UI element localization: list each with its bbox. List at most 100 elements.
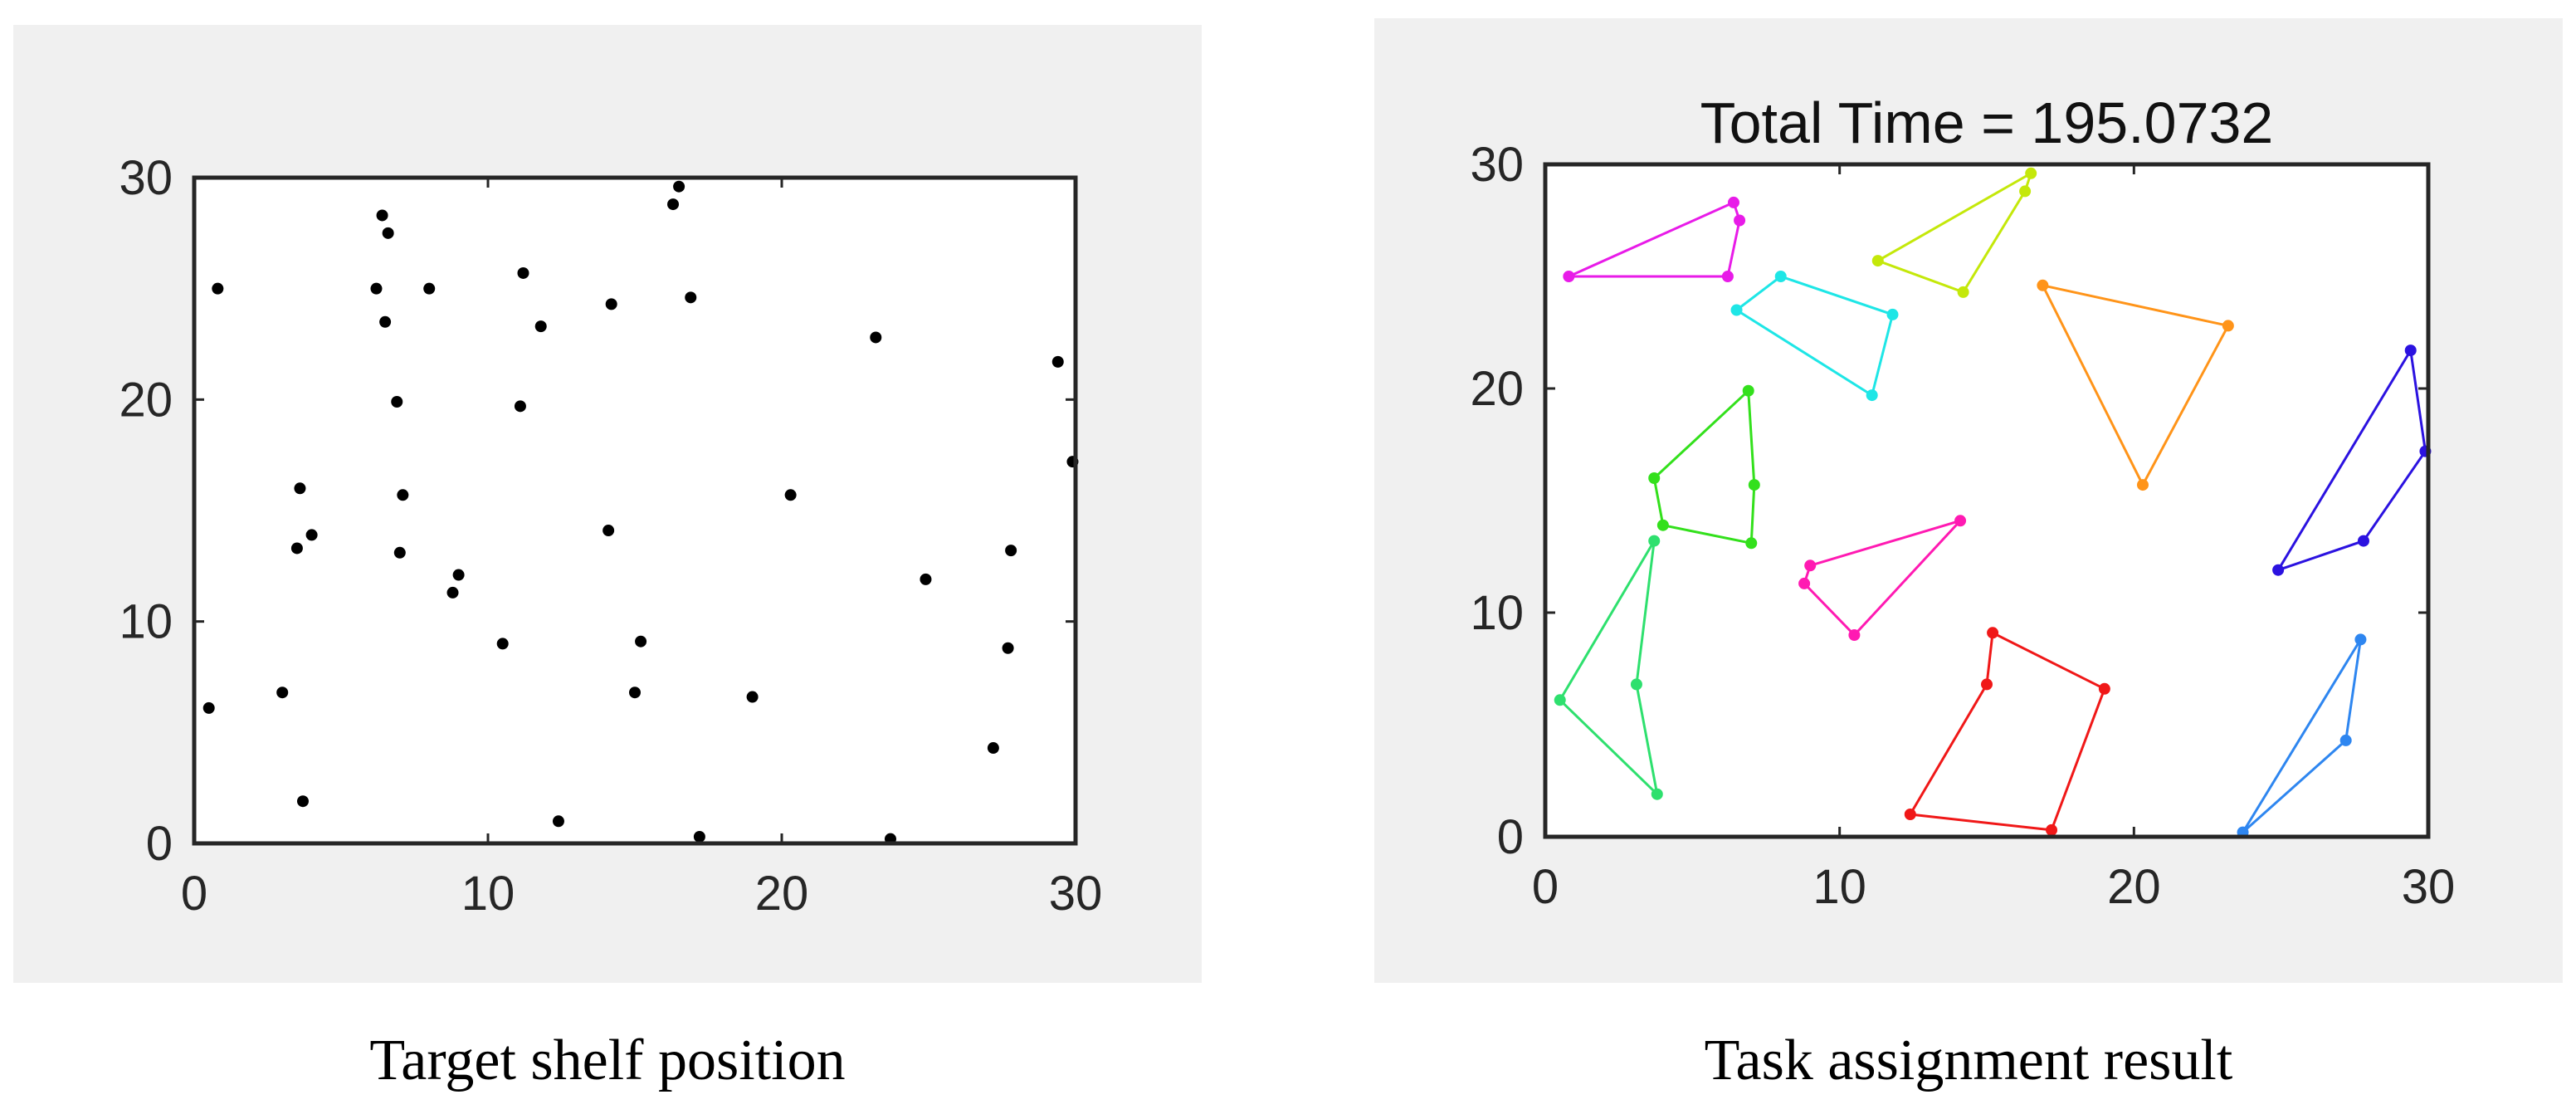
- y-tick-label: 20: [119, 373, 173, 427]
- route-point: [1648, 472, 1661, 484]
- route-point: [1748, 479, 1760, 491]
- route-point: [1804, 560, 1817, 572]
- scatter-point: [376, 209, 388, 222]
- y-tick-label: 30: [1470, 138, 1524, 192]
- scatter-point: [629, 687, 641, 699]
- right-figure-caption: Task assignment result: [1704, 1029, 2233, 1092]
- scatter-point: [673, 180, 685, 193]
- route-point: [2357, 535, 2369, 547]
- x-tick-label: 20: [755, 867, 809, 921]
- scatter-point: [746, 691, 759, 703]
- scatter-point: [1051, 355, 1064, 368]
- route-point: [2339, 734, 2352, 746]
- scatter-point: [920, 573, 932, 585]
- task-assignment-line-chart: Total Time = 195.0732 0 10 20 30 0 10 20 30: [1470, 90, 2456, 914]
- axes-box: [1543, 162, 2431, 839]
- scatter-point: [452, 569, 465, 581]
- route-point: [2354, 633, 2367, 646]
- route-line-8: [1908, 630, 2106, 832]
- route-point: [1987, 627, 1999, 639]
- route-point: [1721, 271, 1734, 282]
- route-point: [1727, 196, 1739, 208]
- x-tick-label: 30: [2402, 860, 2456, 914]
- route-point: [1742, 384, 1754, 397]
- y-tick-label: 0: [146, 817, 173, 871]
- route-point: [1734, 214, 1746, 227]
- scatter-point: [693, 830, 705, 843]
- x-tick-label: 0: [181, 867, 207, 921]
- scatter-point: [391, 396, 403, 408]
- route-line-3: [2040, 283, 2231, 488]
- route-point: [1656, 519, 1669, 531]
- route-point: [1981, 678, 1993, 691]
- x-tick-label: 10: [1812, 860, 1866, 914]
- route-point: [1848, 629, 1861, 641]
- scatter-point: [294, 482, 306, 495]
- scatter-point: [1002, 642, 1014, 654]
- scatter-point: [987, 742, 999, 755]
- route-point: [2136, 479, 2149, 491]
- chart-title: Total Time = 195.0732: [1700, 90, 2274, 155]
- route-point: [1651, 788, 1663, 800]
- axes-box: [192, 175, 1078, 846]
- scatter-point: [603, 525, 615, 537]
- route-point: [1886, 308, 1899, 320]
- route-point: [1871, 255, 1884, 267]
- scatter-point: [305, 529, 318, 541]
- scatter-point: [446, 586, 459, 599]
- scatter-point: [517, 266, 529, 279]
- route-point: [2025, 167, 2037, 179]
- plot-area: [194, 178, 1076, 843]
- y-tick-label: 10: [1470, 586, 1524, 640]
- route-point: [1954, 515, 1967, 527]
- scatter-point: [1005, 545, 1017, 557]
- scatter-point: [552, 815, 564, 828]
- scatter-point: [423, 282, 436, 295]
- scatter-point: [534, 320, 547, 333]
- scatter-point: [393, 546, 406, 559]
- y-tick-label: 0: [1497, 810, 1524, 864]
- x-tick-label: 0: [1532, 860, 1559, 914]
- route-line-9: [2242, 638, 2362, 833]
- route-point: [2098, 682, 2110, 695]
- route-point: [2272, 564, 2285, 576]
- route-point: [2222, 320, 2234, 332]
- scatter-point: [870, 331, 882, 344]
- x-tick-label: 10: [461, 867, 515, 921]
- scatter-point: [496, 638, 509, 650]
- scatter-point: [514, 400, 526, 413]
- scatter-point: [276, 687, 289, 699]
- route-point: [2404, 344, 2417, 357]
- plot-area: [1545, 164, 2428, 837]
- route-point: [1554, 694, 1566, 706]
- route-point: [1798, 577, 1811, 589]
- route-point: [1563, 271, 1575, 282]
- scatter-point: [212, 282, 224, 295]
- route-point: [1957, 286, 1969, 298]
- x-tick-label: 20: [2107, 860, 2161, 914]
- route-point: [1648, 535, 1661, 547]
- route-line-5: [1652, 388, 1756, 545]
- scatter-point: [296, 795, 309, 808]
- route-point: [2037, 279, 2049, 291]
- route-point: [1904, 809, 1916, 820]
- y-tick-label: 10: [119, 595, 173, 649]
- scatter-point: [784, 489, 797, 501]
- route-point: [1630, 678, 1642, 691]
- scatter-point: [379, 315, 392, 328]
- scatter-point: [667, 198, 680, 211]
- y-tick-label: 20: [1470, 362, 1524, 416]
- scatter-point: [685, 291, 697, 304]
- target-shelf-scatter-chart: 0 10 20 30 0 10 20 30: [119, 151, 1103, 921]
- scatter-point: [370, 282, 383, 295]
- scatter-point: [635, 635, 647, 647]
- y-tick-label: 30: [119, 151, 173, 205]
- left-figure-caption: Target shelf position: [369, 1029, 846, 1092]
- route-point: [1730, 304, 1743, 316]
- route-point: [2019, 185, 2032, 198]
- scatter-point: [382, 227, 394, 239]
- scatter-point: [290, 542, 303, 555]
- scatter-point: [397, 489, 409, 501]
- route-point: [1774, 271, 1787, 282]
- x-tick-label: 30: [1049, 867, 1103, 921]
